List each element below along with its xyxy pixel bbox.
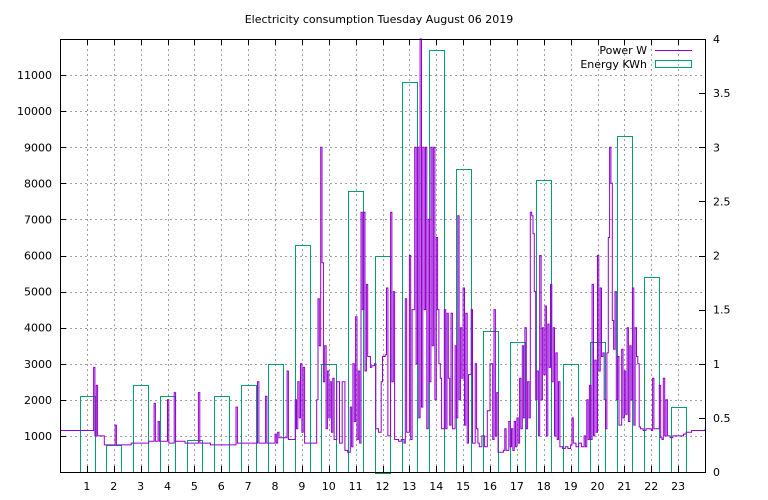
y-right-tick-label: 1 [713, 358, 720, 371]
y-left-tick-label: 5000 [24, 286, 52, 299]
x-tick-label: 16 [483, 480, 497, 493]
x-tick-label: 13 [402, 480, 416, 493]
x-tick-label: 5 [191, 480, 198, 493]
x-tick-label: 4 [164, 480, 171, 493]
y-left-tick-label: 6000 [24, 250, 52, 263]
legend-label-energy: Energy KWh [580, 58, 647, 71]
x-tick-label: 11 [349, 480, 363, 493]
y-right-tick-label: 4 [713, 33, 720, 46]
x-tick-label: 12 [376, 480, 390, 493]
y-left-tick-label: 8000 [24, 177, 52, 190]
y-left-tick-label: 11000 [17, 69, 52, 82]
power-line-path [60, 38, 706, 453]
x-tick-label: 20 [591, 480, 605, 493]
x-tick-label: 21 [617, 480, 631, 493]
plot-frame [60, 39, 706, 473]
legend: Power W Energy KWh [580, 44, 692, 71]
y-left-tick-label: 9000 [24, 141, 52, 154]
x-tick-label: 18 [537, 480, 551, 493]
y-right-tick-label: 0.5 [713, 412, 731, 425]
y-left-tick-label: 3000 [24, 358, 52, 371]
x-tick-label: 17 [510, 480, 524, 493]
x-tick-label: 2 [110, 480, 117, 493]
y-right-tick-label: 3.5 [713, 87, 731, 100]
x-tick-label: 9 [298, 480, 305, 493]
y-right-tick-label: 3 [713, 141, 720, 154]
y-left-tick-label: 1000 [24, 430, 52, 443]
y-left-tick-label: 4000 [24, 322, 52, 335]
y-left-tick-label: 7000 [24, 213, 52, 226]
y-right-tick-label: 1.5 [713, 304, 731, 317]
power-line [60, 38, 706, 453]
x-tick-label: 8 [272, 480, 279, 493]
y-right-tick-label: 2 [713, 250, 720, 263]
legend-swatch-energy [655, 60, 692, 68]
y-left-tick-label: 2000 [24, 394, 52, 407]
y-right-tick-label: 0 [713, 466, 720, 479]
y-left-tick-label: 10000 [17, 105, 52, 118]
x-tick-label: 23 [671, 480, 685, 493]
x-tick-label: 10 [322, 480, 336, 493]
x-tick-label: 1 [83, 480, 90, 493]
x-tick-label: 6 [218, 480, 225, 493]
x-tick-label: 14 [429, 480, 443, 493]
chart-title: Electricity consumption Tuesday August 0… [245, 13, 514, 26]
x-tick-label: 3 [137, 480, 144, 493]
y-right-tick-label: 2.5 [713, 195, 731, 208]
x-tick-label: 15 [456, 480, 470, 493]
axis-ticks: 1 2 3 4 5 6 7 8 9 10 11 12 13 14 15 16 17 18 19 20 21 22 23100… [17, 33, 731, 493]
legend-label-power: Power W [599, 44, 647, 57]
x-tick-label: 19 [564, 480, 578, 493]
x-tick-label: 22 [644, 480, 658, 493]
x-tick-label: 7 [245, 480, 252, 493]
